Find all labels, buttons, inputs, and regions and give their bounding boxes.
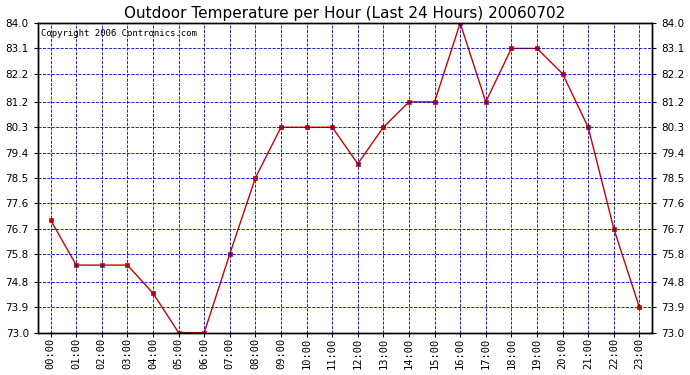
Title: Outdoor Temperature per Hour (Last 24 Hours) 20060702: Outdoor Temperature per Hour (Last 24 Ho…	[124, 6, 566, 21]
Text: Copyright 2006 Contronics.com: Copyright 2006 Contronics.com	[41, 29, 197, 38]
